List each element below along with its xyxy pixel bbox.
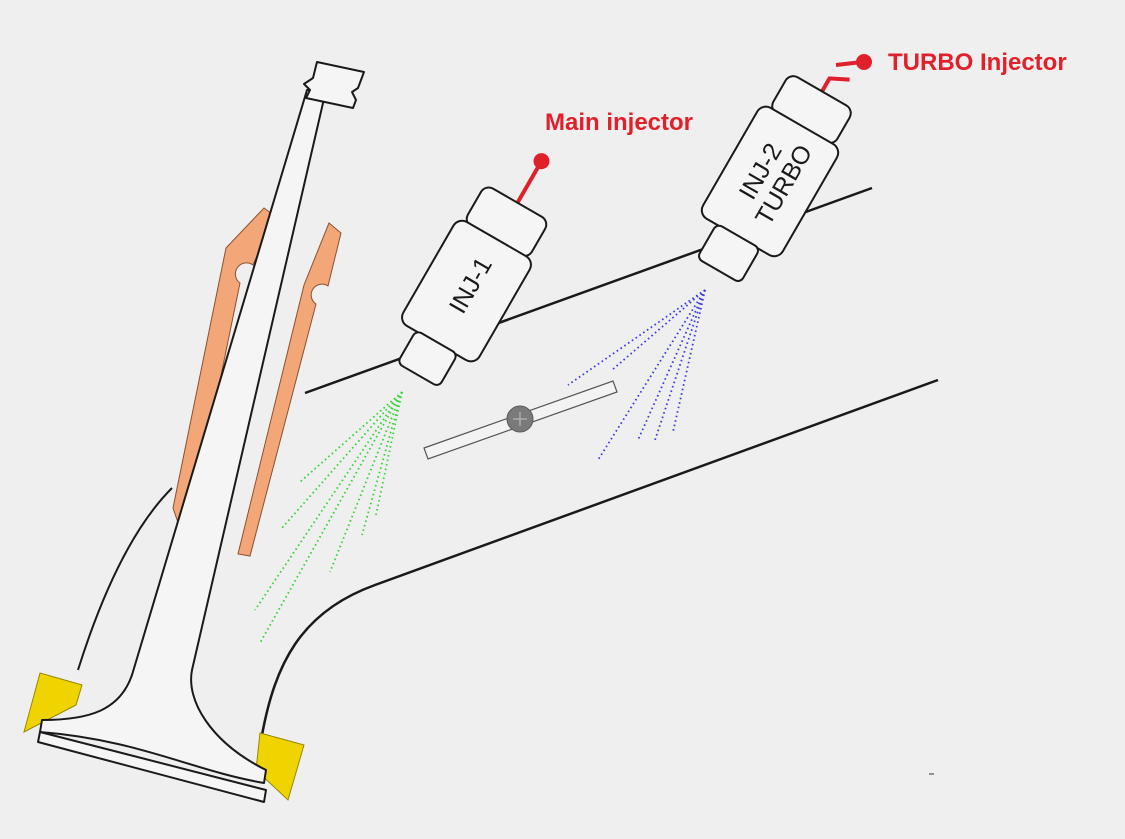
turbo-injector-spray bbox=[567, 289, 706, 461]
turbo-wire-end bbox=[856, 54, 872, 70]
turbo-spray-line bbox=[611, 289, 706, 371]
turbo-injector: INJ-2 TURBO bbox=[698, 75, 852, 282]
valve-seat-left bbox=[23, 672, 83, 733]
valve-face bbox=[37, 731, 267, 803]
valve-seats bbox=[23, 672, 305, 801]
throttle-pivot-cross bbox=[513, 412, 527, 426]
main-injector-nozzle bbox=[398, 331, 457, 386]
main-spray-line bbox=[259, 391, 403, 644]
intake-valve bbox=[37, 61, 365, 803]
valve-guide-right bbox=[237, 222, 342, 557]
valve-seat-right bbox=[255, 732, 305, 801]
main-spray-line bbox=[281, 391, 403, 529]
main-injector: INJ-1 bbox=[398, 153, 550, 386]
valve-stem-and-head bbox=[39, 89, 327, 784]
valve-stem-keeper bbox=[303, 61, 365, 109]
port-lower-wall bbox=[260, 378, 939, 736]
turbo-spray-line bbox=[597, 289, 706, 461]
turbo-spray-line bbox=[637, 289, 706, 441]
turbo-spray-line bbox=[654, 289, 706, 441]
main-injector-wire-end bbox=[533, 153, 550, 170]
turbo-spray-line bbox=[567, 289, 706, 386]
turbo-spray-line bbox=[672, 289, 706, 433]
main-injector-spray bbox=[254, 391, 403, 644]
main-spray-line bbox=[299, 391, 403, 483]
port-left-wall bbox=[77, 487, 173, 671]
throttle-plate bbox=[423, 380, 618, 460]
turbo-injector-callout: TURBO Injector bbox=[888, 49, 1067, 76]
turbo-injector-nozzle bbox=[698, 224, 759, 282]
main-spray-line bbox=[329, 391, 403, 573]
main-injector-callout: Main injector bbox=[545, 109, 693, 136]
main-spray-line bbox=[361, 391, 403, 536]
